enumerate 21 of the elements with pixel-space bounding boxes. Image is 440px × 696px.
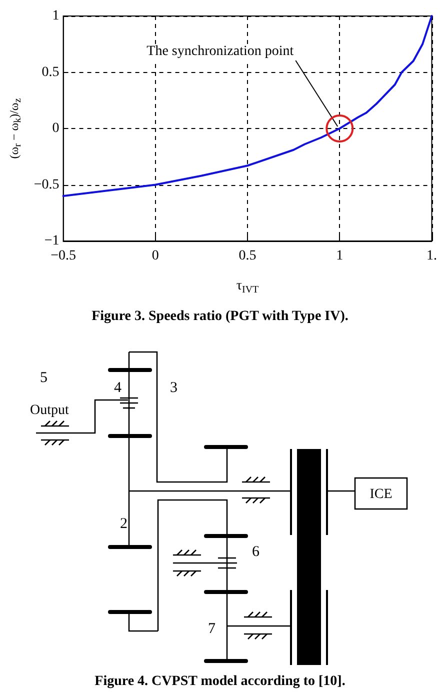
text: 2 [120, 516, 128, 532]
y-tick-label: −1 [44, 234, 60, 248]
y-tick-label: −0.5 [34, 177, 60, 192]
caption: Figure 4. CVPST model according to [10]. [94, 674, 346, 690]
y-axis-title: (ωr − ωk)/ωz [7, 98, 24, 159]
text: 6 [252, 544, 260, 560]
y-tick-label: 0.5 [42, 64, 60, 80]
text: 5 [40, 370, 48, 386]
text: 3 [170, 380, 178, 396]
x-tick-label: 0.5 [238, 248, 256, 264]
text: Output [30, 403, 69, 418]
x-tick-label: 1. [426, 248, 437, 264]
annotation: The synchronization point [146, 44, 294, 59]
caption: Figure 3. Speeds ratio (PGT with Type IV). [90, 309, 350, 325]
text: 4 [114, 380, 122, 396]
text: 7 [208, 621, 216, 637]
x-tick-label: 1 [336, 248, 344, 264]
x-tick-label: 0 [152, 248, 159, 264]
text: ICE [370, 487, 392, 502]
y-tick-label: 0 [52, 121, 60, 136]
y-tick-label: 1 [52, 8, 60, 24]
